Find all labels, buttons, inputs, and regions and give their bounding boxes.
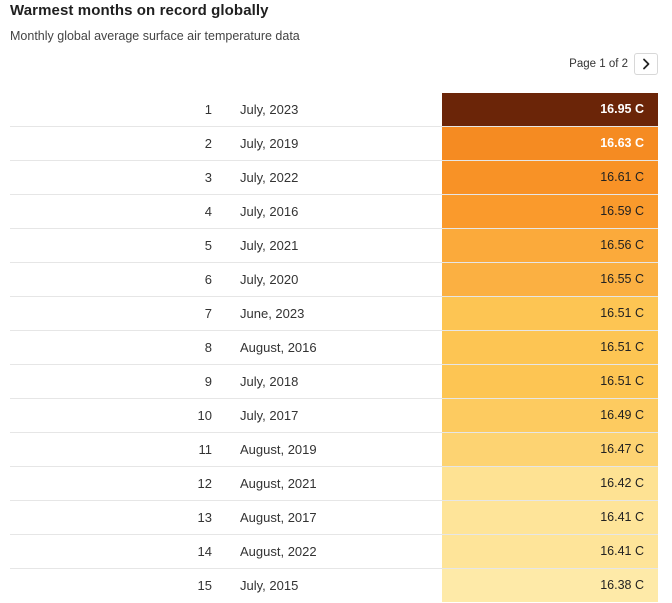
rank-cell: 15 xyxy=(197,578,212,593)
temperature-value: 16.42 C xyxy=(600,476,644,490)
heat-cell: 16.51 C xyxy=(442,365,658,398)
temperature-value: 16.51 C xyxy=(600,340,644,354)
table-row: 10 July, 2017 16.49 C xyxy=(10,399,658,433)
temperature-value: 16.49 C xyxy=(600,408,644,422)
chevron-right-icon xyxy=(643,58,650,70)
table-row: 5 July, 2021 16.56 C xyxy=(10,229,658,263)
rank-cell: 11 xyxy=(198,442,213,457)
rank-cell: 6 xyxy=(204,272,212,287)
pagination: Page 1 of 2 xyxy=(569,52,658,76)
month-cell: July, 2021 xyxy=(240,238,299,253)
temperature-value: 16.51 C xyxy=(600,374,644,388)
month-cell: August, 2019 xyxy=(240,442,317,457)
table-row: 14 August, 2022 16.41 C xyxy=(10,535,658,569)
heat-cell: 16.51 C xyxy=(442,331,658,364)
table-row: 4 July, 2016 16.59 C xyxy=(10,195,658,229)
month-cell: August, 2017 xyxy=(240,510,317,525)
rank-cell: 12 xyxy=(197,476,212,491)
heat-cell: 16.95 C xyxy=(442,93,658,126)
next-page-button[interactable] xyxy=(634,53,658,75)
heat-cell: 16.41 C xyxy=(442,535,658,568)
table-row: 15 July, 2015 16.38 C xyxy=(10,569,658,603)
table-row: 13 August, 2017 16.41 C xyxy=(10,501,658,535)
heat-cell: 16.59 C xyxy=(442,195,658,228)
rank-cell: 1 xyxy=(204,102,212,117)
heat-cell: 16.47 C xyxy=(442,433,658,466)
heat-cell: 16.61 C xyxy=(442,161,658,194)
month-cell: August, 2021 xyxy=(240,476,317,491)
month-cell: July, 2015 xyxy=(240,578,299,593)
temperature-value: 16.63 C xyxy=(600,136,644,150)
table-row: 1 July, 2023 16.95 C xyxy=(10,93,658,127)
month-cell: July, 2016 xyxy=(240,204,299,219)
month-cell: June, 2023 xyxy=(240,306,305,321)
month-cell: July, 2017 xyxy=(240,408,299,423)
rank-cell: 9 xyxy=(204,374,212,389)
temperature-value: 16.41 C xyxy=(600,510,644,524)
temperature-value: 16.55 C xyxy=(600,272,644,286)
temperature-value: 16.51 C xyxy=(600,306,644,320)
table-row: 8 August, 2016 16.51 C xyxy=(10,331,658,365)
heat-cell: 16.63 C xyxy=(442,127,658,160)
temperature-value: 16.38 C xyxy=(600,578,644,592)
month-cell: July, 2018 xyxy=(240,374,299,389)
rank-cell: 3 xyxy=(204,170,212,185)
temperature-value: 16.59 C xyxy=(600,204,644,218)
rank-cell: 5 xyxy=(204,238,212,253)
temperature-value: 16.56 C xyxy=(600,238,644,252)
month-cell: August, 2022 xyxy=(240,544,317,559)
table-row: 3 July, 2022 16.61 C xyxy=(10,161,658,195)
rank-cell: 8 xyxy=(204,340,212,355)
heat-cell: 16.41 C xyxy=(442,501,658,534)
temperature-value: 16.61 C xyxy=(600,170,644,184)
table-row: 2 July, 2019 16.63 C xyxy=(10,127,658,161)
month-cell: August, 2016 xyxy=(240,340,317,355)
chart-subtitle: Monthly global average surface air tempe… xyxy=(10,29,300,43)
rank-cell: 2 xyxy=(204,136,212,151)
page-indicator: Page 1 of 2 xyxy=(569,58,628,70)
heat-cell: 16.56 C xyxy=(442,229,658,262)
heat-cell: 16.51 C xyxy=(442,297,658,330)
table-row: 6 July, 2020 16.55 C xyxy=(10,263,658,297)
month-cell: July, 2023 xyxy=(240,102,299,117)
rank-cell: 4 xyxy=(204,204,212,219)
rank-cell: 7 xyxy=(204,306,212,321)
heat-cell: 16.49 C xyxy=(442,399,658,432)
table-row: 7 June, 2023 16.51 C xyxy=(10,297,658,331)
temperature-value: 16.47 C xyxy=(600,442,644,456)
heat-cell: 16.55 C xyxy=(442,263,658,296)
heat-cell: 16.42 C xyxy=(442,467,658,500)
rank-cell: 14 xyxy=(197,544,212,559)
table-row: 12 August, 2021 16.42 C xyxy=(10,467,658,501)
chart-title: Warmest months on record globally xyxy=(10,2,269,19)
ranking-table: 1 July, 2023 16.95 C 2 July, 2019 16.63 C 3 Jul… xyxy=(10,93,658,603)
table-row: 11 August, 2019 16.47 C xyxy=(10,433,658,467)
temperature-value: 16.95 C xyxy=(600,102,644,116)
temperature-value: 16.41 C xyxy=(600,544,644,558)
month-cell: July, 2020 xyxy=(240,272,299,287)
rank-cell: 10 xyxy=(197,408,212,423)
month-cell: July, 2022 xyxy=(240,170,299,185)
rank-cell: 13 xyxy=(197,510,212,525)
table-row: 9 July, 2018 16.51 C xyxy=(10,365,658,399)
month-cell: July, 2019 xyxy=(240,136,299,151)
heat-cell: 16.38 C xyxy=(442,569,658,602)
